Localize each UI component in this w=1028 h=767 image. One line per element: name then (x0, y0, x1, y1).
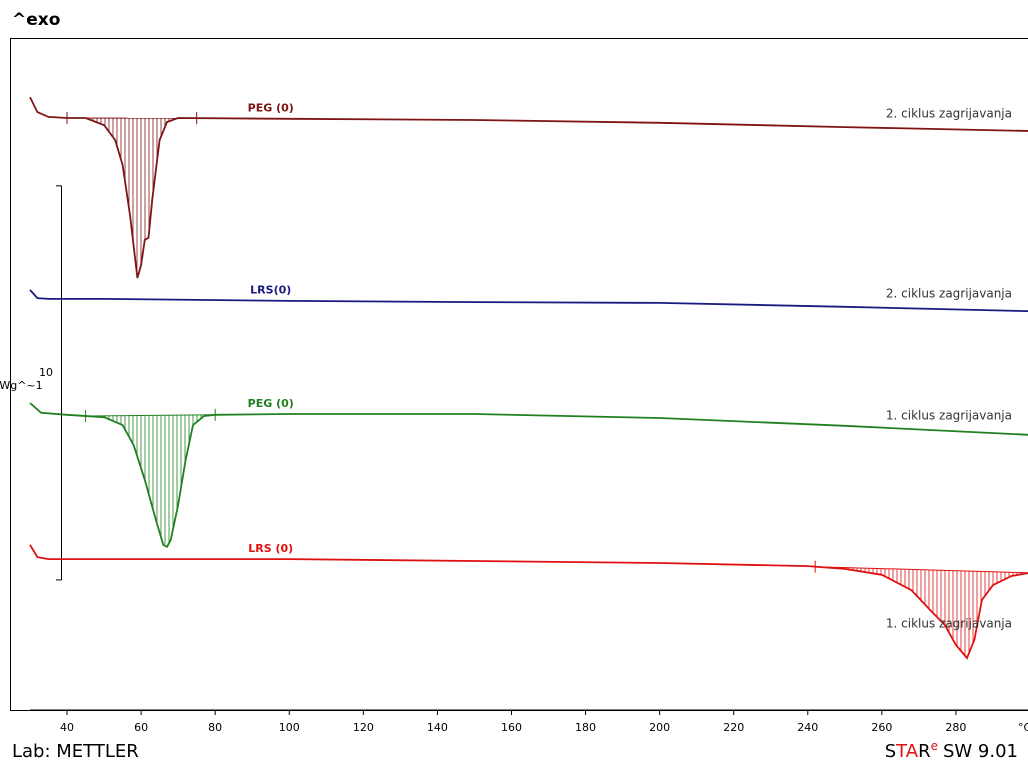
x-tick-label: 160 (501, 721, 522, 734)
x-tick-label: 100 (279, 721, 300, 734)
series-line (29, 402, 1028, 548)
x-tick-label: 200 (649, 721, 670, 734)
x-tick-label: 80 (208, 721, 222, 734)
series-annotation: 2. ciklus zagrijavanja (886, 106, 1012, 120)
header: ^exo (12, 10, 60, 30)
integration-baseline (815, 566, 1028, 574)
scale-bar-unit: Wg^~1 (0, 379, 43, 392)
brand-part: R (918, 741, 931, 762)
brand-part: S (885, 741, 896, 762)
x-tick-label: 40 (60, 721, 74, 734)
x-tick-label: 120 (353, 721, 374, 734)
series-name: LRS (0) (248, 542, 293, 555)
series-line (29, 544, 1028, 660)
integration-area (815, 566, 1028, 658)
brand-sup: e (931, 739, 938, 753)
series-line (29, 289, 1028, 313)
brand-version: SW 9.01 (943, 741, 1018, 762)
x-tick-label: 220 (723, 721, 744, 734)
x-tick-label: 260 (871, 721, 892, 734)
x-tick-label: 280 (945, 721, 966, 734)
x-unit: °C (1018, 721, 1028, 734)
x-tick-label: 60 (134, 721, 148, 734)
series-annotation: 2. ciklus zagrijavanja (886, 286, 1012, 300)
x-tick-label: 240 (797, 721, 818, 734)
integration-area (67, 118, 197, 279)
x-tick-label: 140 (427, 721, 448, 734)
integration-area (85, 414, 216, 547)
series-annotation: 1. ciklus zagrijavanja (886, 616, 1012, 630)
x-tick-label: 180 (575, 721, 596, 734)
footer-left: Lab: METTLER (12, 741, 139, 762)
integration-baseline (85, 414, 216, 417)
series-annotation: 1. ciklus zagrijavanja (886, 409, 1012, 423)
series-line (29, 96, 1028, 279)
brand-part: TA (895, 741, 919, 762)
brand: STARe SW 9.01 (885, 739, 1018, 763)
plot-frame (10, 38, 1028, 711)
series-name: PEG (0) (248, 397, 294, 410)
scale-bar-value: 10 (39, 366, 53, 379)
series-name: PEG (0) (248, 102, 294, 115)
series-name: LRS(0) (250, 284, 291, 297)
